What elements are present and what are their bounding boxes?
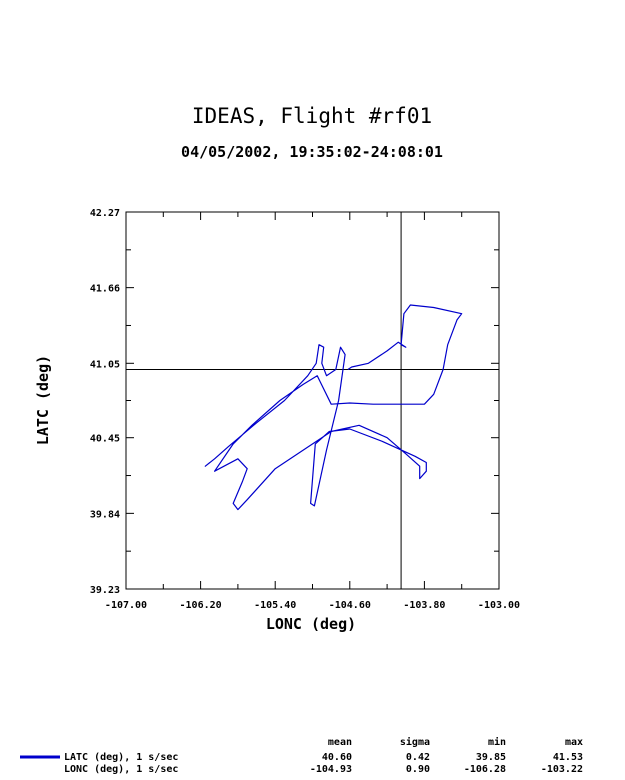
chart-title: IDEAS, Flight #rf01 bbox=[192, 104, 432, 128]
stats-header-min: min bbox=[488, 736, 506, 748]
stats-row-latc-max: 41.53 bbox=[553, 752, 583, 763]
stats-row-lonc-max: -103.22 bbox=[541, 764, 583, 775]
stats-table: mean sigma min max LATC (deg), 1 s/sec 4… bbox=[20, 736, 583, 775]
x-tick-label: -105.40 bbox=[254, 600, 296, 611]
stats-header-sigma: sigma bbox=[400, 736, 430, 748]
y-tick-label: 40.45 bbox=[90, 434, 120, 445]
tick-labels: -107.00 -106.20 -105.40 -104.60 -103.80 -103.… bbox=[90, 208, 520, 611]
stats-row-latc-min: 39.85 bbox=[476, 752, 506, 763]
plot-frame bbox=[125, 211, 500, 590]
x-tick-label: -103.80 bbox=[403, 600, 445, 611]
stats-row-lonc-sigma: 0.90 bbox=[406, 764, 430, 775]
y-tick-label: 42.27 bbox=[90, 208, 120, 219]
stats-row-lonc-mean: -104.93 bbox=[310, 764, 352, 775]
y-axis-label: LATC (deg) bbox=[34, 355, 52, 445]
x-tick-label: -106.20 bbox=[180, 600, 222, 611]
stats-row-latc-mean: 40.60 bbox=[322, 752, 352, 763]
x-tick-label: -104.60 bbox=[329, 600, 371, 611]
stats-row-lonc-name: LONC (deg), 1 s/sec bbox=[64, 764, 178, 775]
chart-subtitle: 04/05/2002, 19:35:02-24:08:01 bbox=[181, 143, 443, 161]
x-tick-label: -103.00 bbox=[478, 600, 520, 611]
y-tick-label: 41.66 bbox=[90, 284, 120, 295]
x-axis-label: LONC (deg) bbox=[266, 615, 356, 633]
axis-ticks bbox=[125, 211, 500, 590]
stats-row-lonc-min: -106.28 bbox=[464, 764, 506, 775]
stats-row-latc-name: LATC (deg), 1 s/sec bbox=[64, 752, 178, 763]
stats-row-latc-sigma: 0.42 bbox=[406, 752, 430, 763]
stats-header-mean: mean bbox=[328, 737, 352, 748]
y-tick-label: 39.84 bbox=[90, 509, 120, 520]
x-tick-label: -107.00 bbox=[105, 600, 147, 611]
series-group bbox=[204, 304, 463, 511]
stats-header-max: max bbox=[565, 737, 583, 748]
y-tick-label: 41.05 bbox=[90, 359, 120, 370]
flight-track-line bbox=[204, 304, 463, 511]
y-tick-label: 39.23 bbox=[90, 585, 120, 596]
